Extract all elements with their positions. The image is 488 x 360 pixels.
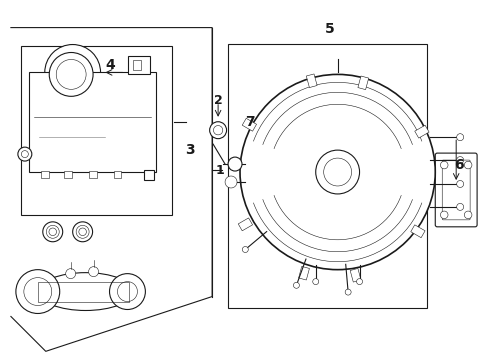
Circle shape <box>57 57 88 88</box>
Bar <box>88 171 96 178</box>
Circle shape <box>65 269 76 279</box>
Circle shape <box>224 176 237 188</box>
Bar <box>227 44 427 307</box>
Circle shape <box>79 228 86 235</box>
Bar <box>242 118 256 131</box>
Bar <box>357 76 368 90</box>
Circle shape <box>356 279 362 285</box>
Circle shape <box>46 225 59 238</box>
Circle shape <box>209 122 226 139</box>
Bar <box>63 171 72 178</box>
Bar <box>144 170 154 180</box>
Circle shape <box>456 203 463 210</box>
Text: 7: 7 <box>244 115 254 129</box>
Ellipse shape <box>38 273 133 310</box>
Circle shape <box>117 282 137 302</box>
Circle shape <box>293 282 299 288</box>
Circle shape <box>315 150 359 194</box>
Circle shape <box>464 161 471 169</box>
FancyBboxPatch shape <box>434 153 476 227</box>
Bar <box>128 57 150 75</box>
Bar <box>113 171 121 178</box>
Bar <box>298 266 309 280</box>
Bar <box>29 72 156 172</box>
Circle shape <box>49 228 57 235</box>
Circle shape <box>456 180 463 188</box>
Circle shape <box>440 161 447 169</box>
Bar <box>349 269 360 282</box>
Circle shape <box>18 147 32 161</box>
Circle shape <box>45 45 101 100</box>
Bar <box>38 282 129 302</box>
Ellipse shape <box>42 80 103 93</box>
Text: 1: 1 <box>215 163 224 176</box>
Bar <box>305 74 317 87</box>
Text: 6: 6 <box>453 158 463 172</box>
Text: 4: 4 <box>105 58 115 72</box>
Circle shape <box>73 222 92 242</box>
Text: 5: 5 <box>324 22 334 36</box>
Circle shape <box>456 134 463 141</box>
Circle shape <box>240 75 434 270</box>
Circle shape <box>440 211 447 219</box>
Circle shape <box>49 53 93 96</box>
Circle shape <box>456 157 463 163</box>
Text: 3: 3 <box>185 143 195 157</box>
Circle shape <box>16 270 60 314</box>
Bar <box>414 125 428 138</box>
Circle shape <box>345 289 350 295</box>
Circle shape <box>323 158 351 186</box>
Circle shape <box>213 126 223 135</box>
Circle shape <box>242 247 248 252</box>
Circle shape <box>76 225 89 238</box>
Text: 2: 2 <box>213 94 222 107</box>
Bar <box>41 171 49 178</box>
Circle shape <box>227 157 242 171</box>
Circle shape <box>109 274 145 310</box>
Circle shape <box>312 279 318 285</box>
FancyBboxPatch shape <box>441 160 469 220</box>
Bar <box>238 218 252 231</box>
Circle shape <box>56 59 86 89</box>
Bar <box>21 45 172 215</box>
Circle shape <box>88 267 99 276</box>
Circle shape <box>24 278 52 306</box>
Bar <box>133 60 141 71</box>
Circle shape <box>42 222 62 242</box>
Circle shape <box>464 211 471 219</box>
Circle shape <box>21 150 28 158</box>
Bar <box>410 225 424 238</box>
